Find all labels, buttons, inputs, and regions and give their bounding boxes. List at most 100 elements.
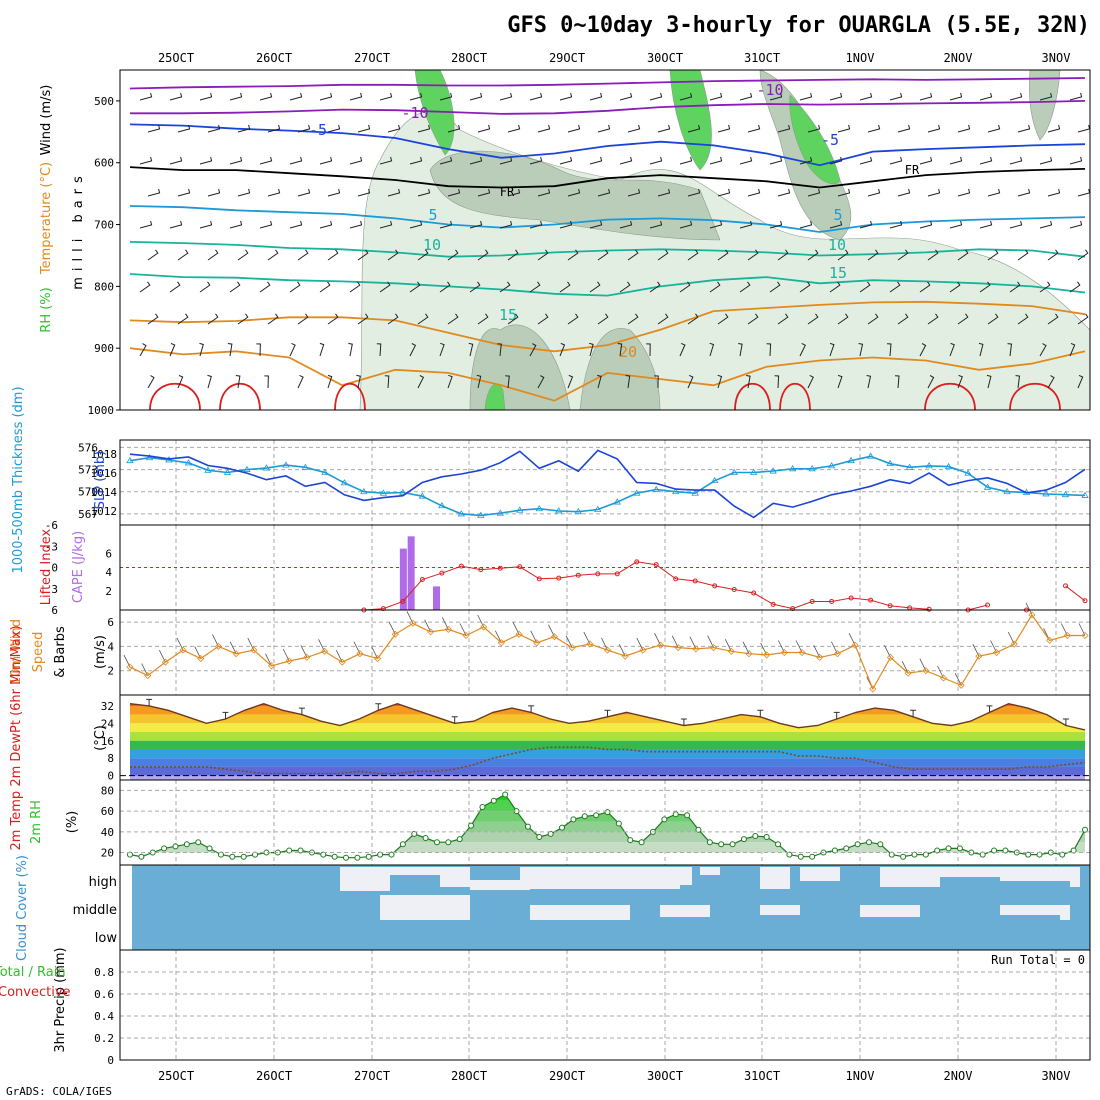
lifted-index-point [536, 576, 542, 582]
wind-barb [357, 188, 371, 197]
wind-speed-point [833, 650, 841, 658]
thickness-point [516, 506, 524, 513]
lifted-index-point [517, 564, 523, 570]
isotherm-line [129, 77, 1086, 90]
cape-axis-label: CAPE (J/kg) [71, 531, 86, 603]
wind-barb [709, 156, 723, 165]
wind-barb [237, 313, 249, 325]
date-tick-label: 2NOV [944, 1069, 973, 1083]
rh-point [934, 847, 941, 854]
wind-barb [409, 343, 417, 357]
wind-barb [139, 220, 153, 229]
wind-barb [207, 188, 221, 197]
rh-point [524, 823, 531, 830]
rh-point [843, 845, 850, 852]
lifted-index-point [653, 562, 659, 568]
wind-barb [529, 281, 541, 293]
temp-minmax-marker [528, 705, 535, 713]
wind-barb [687, 313, 699, 325]
cloud-gap [660, 905, 710, 917]
wind-barb [199, 92, 213, 101]
rh-tick-label: 40 [101, 826, 114, 839]
date-tick-label: 28OCT [451, 1069, 487, 1083]
wind-axis-label-a: 10m Wind [9, 619, 24, 685]
temp-minmax-marker [451, 716, 458, 724]
wind-barb [417, 375, 425, 389]
wind-barb [357, 313, 369, 325]
contour-label: FR [905, 163, 920, 177]
contour-label: 5 [428, 206, 437, 224]
thickness-point [145, 453, 154, 461]
rh-point [183, 841, 190, 848]
cloud-gap [440, 867, 470, 887]
cloud-gap [760, 867, 790, 889]
wind-barb [559, 281, 571, 293]
wind-barb [376, 343, 382, 357]
wind-barb [829, 342, 835, 357]
wind-barb [357, 124, 371, 133]
wind-barb [1077, 188, 1091, 197]
wind-barb [897, 124, 911, 133]
wind-barb [447, 124, 461, 133]
wind-speed-point [1063, 631, 1071, 640]
lifted-index-point [887, 603, 893, 609]
wind-barb [387, 313, 399, 325]
lifted-index-point [790, 606, 796, 612]
wind-barb [417, 313, 429, 325]
date-tick-label: 28OCT [451, 51, 487, 65]
cloud-gap [880, 867, 940, 887]
wind-barb [769, 281, 781, 293]
wind-barb [627, 313, 639, 325]
date-tick-label: 25OCT [158, 1069, 194, 1083]
cape-bar [432, 586, 440, 610]
wind-barb [949, 156, 963, 165]
wind-barb [889, 220, 903, 229]
wind-barb [1047, 124, 1061, 133]
wind-speed-point [338, 658, 346, 666]
lifted-index-point [556, 575, 562, 581]
wind-barb [327, 188, 341, 197]
wind-barb [327, 124, 341, 133]
wind-barb [687, 188, 701, 197]
contour-label: 20 [619, 343, 637, 361]
wind-speed-point [515, 630, 523, 638]
date-tick-label: 2NOV [944, 51, 973, 65]
wind-barb [267, 249, 279, 261]
lifted-index-point [985, 602, 991, 608]
wind-speed-point [674, 644, 682, 652]
precip-tick-label: 0 [107, 1054, 114, 1067]
wind-barb [619, 156, 633, 165]
isotherm-warm-line [779, 382, 811, 411]
wind-barb [499, 281, 511, 293]
wind-barb [597, 374, 602, 389]
date-tick-label: 29OCT [549, 51, 585, 65]
temp-axis-label: 2m Temp 2m DewPt (6hr Min/Max) [9, 625, 24, 850]
temp-unit-label: (°C) [93, 725, 108, 751]
rh-band [130, 831, 1085, 843]
wind-barb [859, 220, 873, 229]
li-axis-label: Lifted Index [39, 528, 54, 605]
run-total-label: Run Total = 0 [991, 953, 1085, 967]
cloud-gap [1060, 905, 1070, 920]
wind-barb [919, 343, 927, 357]
wind-speed-point [586, 640, 594, 648]
slp-tick-label: 1014 [91, 486, 118, 499]
wind-barb [777, 313, 789, 325]
cloud-cover-panel: high middle low Cloud Cover (%) [15, 855, 1091, 961]
lifted-index-point [770, 601, 776, 607]
wind-speed-point [568, 644, 576, 652]
wind-barb [1069, 156, 1083, 165]
wind-barb [289, 92, 303, 101]
wind-barb [147, 313, 159, 325]
wind-barb [949, 220, 963, 229]
wind-speed-point [285, 657, 293, 665]
rh-point [877, 841, 884, 848]
wind-barb [687, 249, 699, 261]
wind-barb [229, 220, 243, 229]
wind-barb [417, 188, 431, 197]
temp-minmax-marker [604, 709, 611, 717]
wind-barb [649, 156, 663, 165]
temp-tick-label: 8 [107, 752, 114, 765]
wind-speed-point [427, 628, 435, 636]
wind-barb [319, 156, 333, 165]
